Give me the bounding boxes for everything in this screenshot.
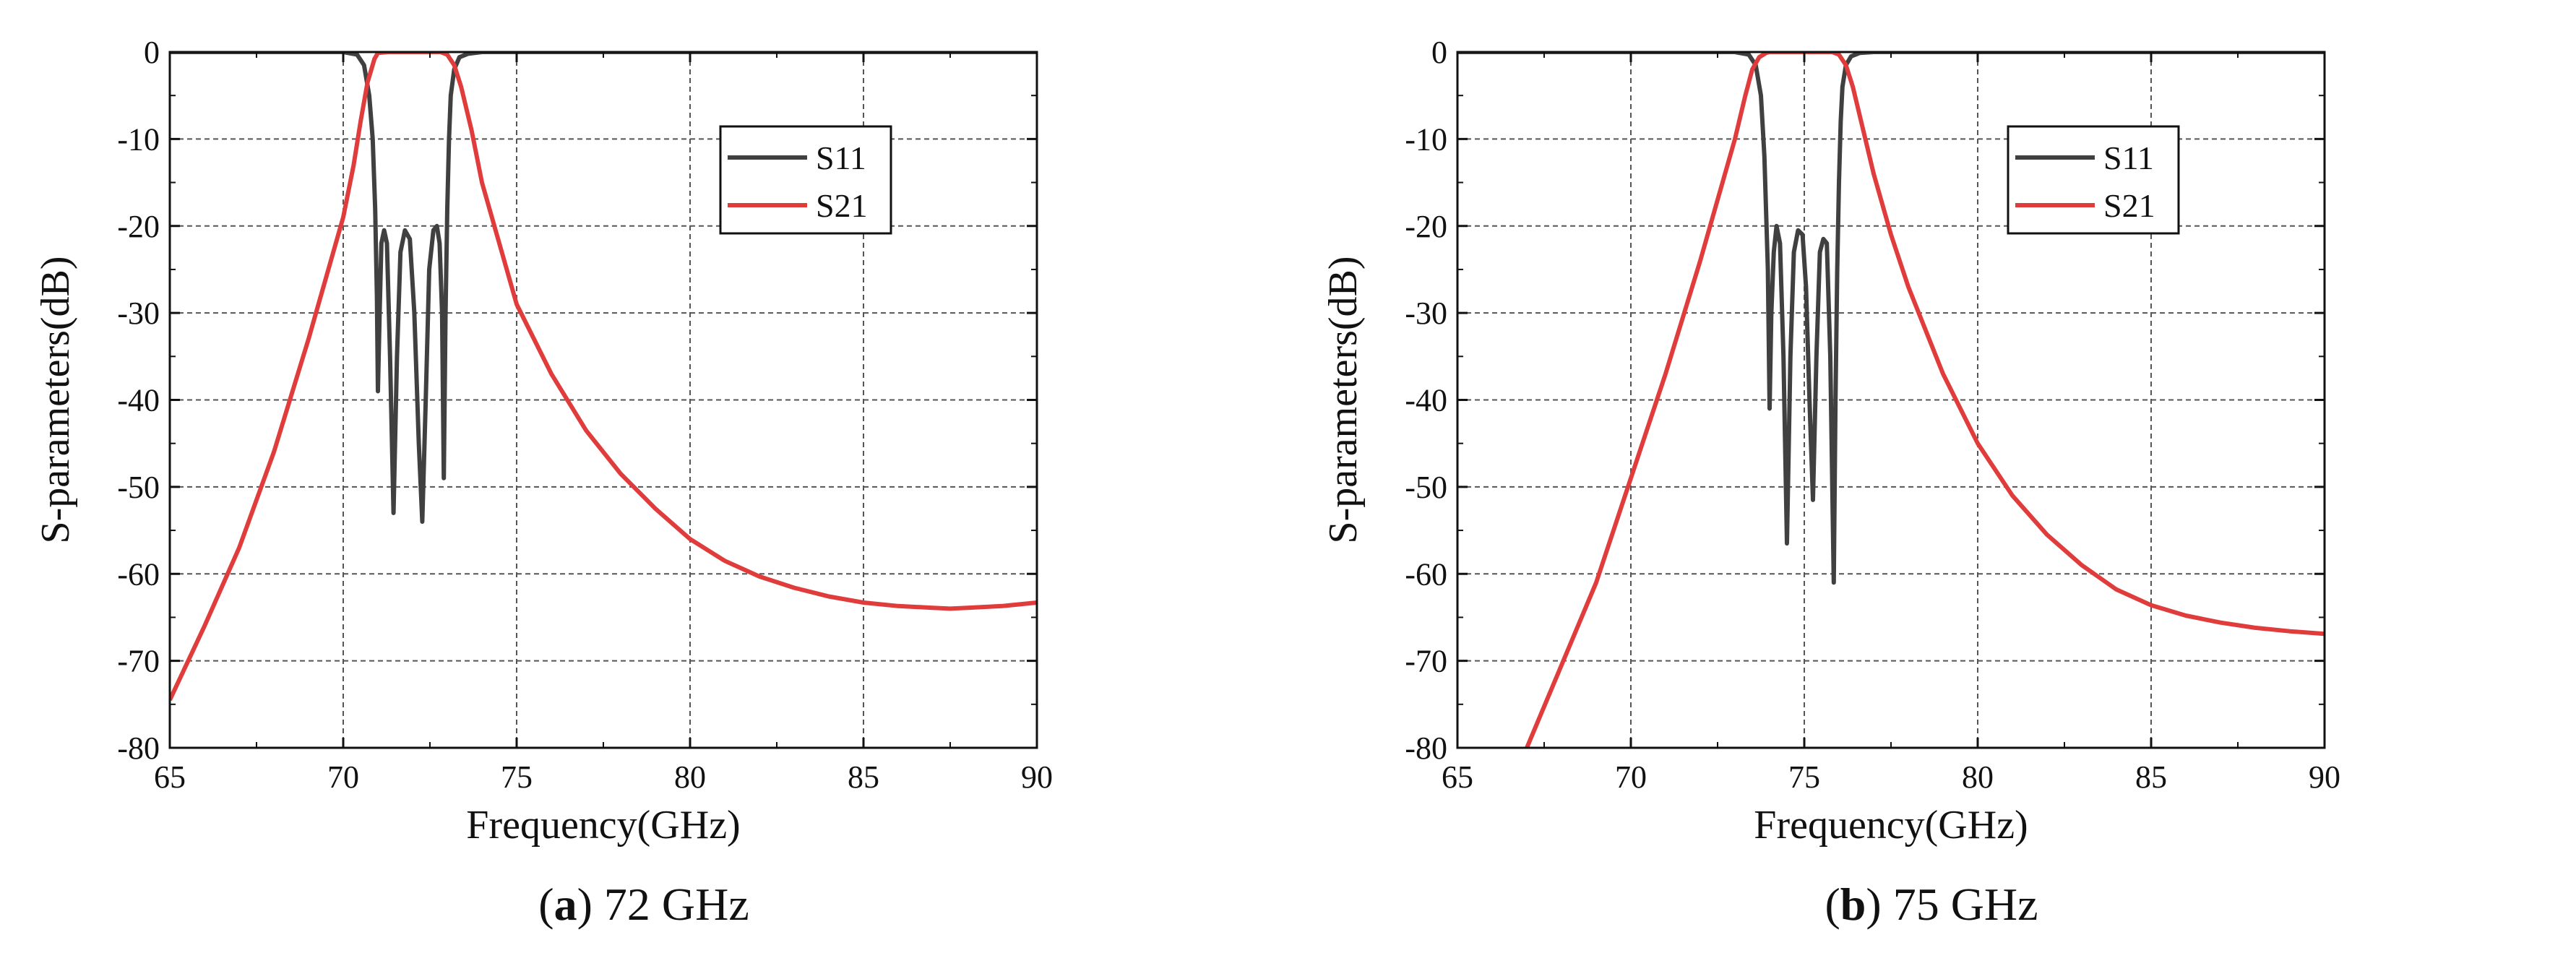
legend-label-s11: S11 <box>2103 139 2154 176</box>
y-tick-label-8: -80 <box>1405 730 1447 766</box>
y-tick-label-7: -70 <box>117 644 160 679</box>
legend-box <box>2007 125 2180 235</box>
y-tick-label-3: -30 <box>1405 296 1447 331</box>
y-axis-title: S-parameters(dB) <box>1321 256 1366 543</box>
chart-b: 65 70 75 80 85 90 0 -10 -20 -30 -40 -50 -60 -70 -80 Fre… <box>1321 35 2340 848</box>
x-tick-label-2: 75 <box>501 759 533 795</box>
x-tick-label-0: 65 <box>154 759 186 795</box>
x-tick-label-1: 70 <box>1615 759 1647 795</box>
x-tick-label-3: 80 <box>1962 759 1994 795</box>
caption-b-label: b <box>1840 879 1866 930</box>
x-tick-label-1: 70 <box>327 759 359 795</box>
caption-b: (b) 75 GHz <box>1825 879 2038 930</box>
y-tick-label-8: -80 <box>117 730 160 766</box>
series-line-s21 <box>1525 52 2325 748</box>
x-axis-title: Frequency(GHz) <box>466 803 740 848</box>
caption-a-text: 72 GHz <box>603 879 749 930</box>
x-axis-title: Frequency(GHz) <box>1754 803 2028 848</box>
y-tick-label-0: 0 <box>144 35 160 70</box>
legend-label-s21: S21 <box>2103 187 2155 224</box>
y-axis-title: S-parameters(dB) <box>33 256 78 543</box>
legend-box <box>719 125 892 235</box>
x-tick-label-5: 90 <box>1021 759 1053 795</box>
y-tick-label-2: -20 <box>1405 209 1447 244</box>
series-line-s11 <box>1457 52 2325 585</box>
y-tick-label-7: -70 <box>1405 644 1447 679</box>
y-tick-label-6: -60 <box>117 556 160 592</box>
chart-panel-a: 65 70 75 80 85 90 0 -10 -20 -30 -40 -50 -60 -70 -80 Fre… <box>33 35 1053 930</box>
caption-a: (a) 72 GHz <box>538 879 749 930</box>
x-tick-label-4: 85 <box>2135 759 2167 795</box>
y-tick-label-1: -10 <box>117 121 160 157</box>
y-tick-label-3: -30 <box>117 296 160 331</box>
x-tick-label-4: 85 <box>848 759 879 795</box>
y-tick-label-6: -60 <box>1405 556 1447 592</box>
y-tick-label-0: 0 <box>1431 35 1447 70</box>
chart-a: 65 70 75 80 85 90 0 -10 -20 -30 -40 -50 -60 -70 -80 Fre… <box>33 35 1053 848</box>
chart-panel-b: 65 70 75 80 85 90 0 -10 -20 -30 -40 -50 -60 -70 -80 Fre… <box>1288 0 2575 953</box>
series-line-s21 <box>170 52 1037 702</box>
y-tick-label-4: -40 <box>1405 383 1447 418</box>
y-tick-label-1: -10 <box>1405 121 1447 157</box>
y-tick-label-5: -50 <box>1405 470 1447 505</box>
x-tick-label-2: 75 <box>1788 759 1820 795</box>
x-tick-label-0: 65 <box>1442 759 1473 795</box>
y-tick-label-2: -20 <box>117 209 160 244</box>
legend-label-s21: S21 <box>816 187 868 224</box>
y-tick-label-4: -40 <box>117 383 160 418</box>
legend-label-s11: S11 <box>816 139 866 176</box>
caption-b-text: 75 GHz <box>1892 879 2038 930</box>
x-tick-label-5: 90 <box>2309 759 2340 795</box>
y-tick-label-5: -50 <box>117 470 160 505</box>
caption-a-label: a <box>553 879 577 930</box>
x-tick-label-3: 80 <box>674 759 706 795</box>
